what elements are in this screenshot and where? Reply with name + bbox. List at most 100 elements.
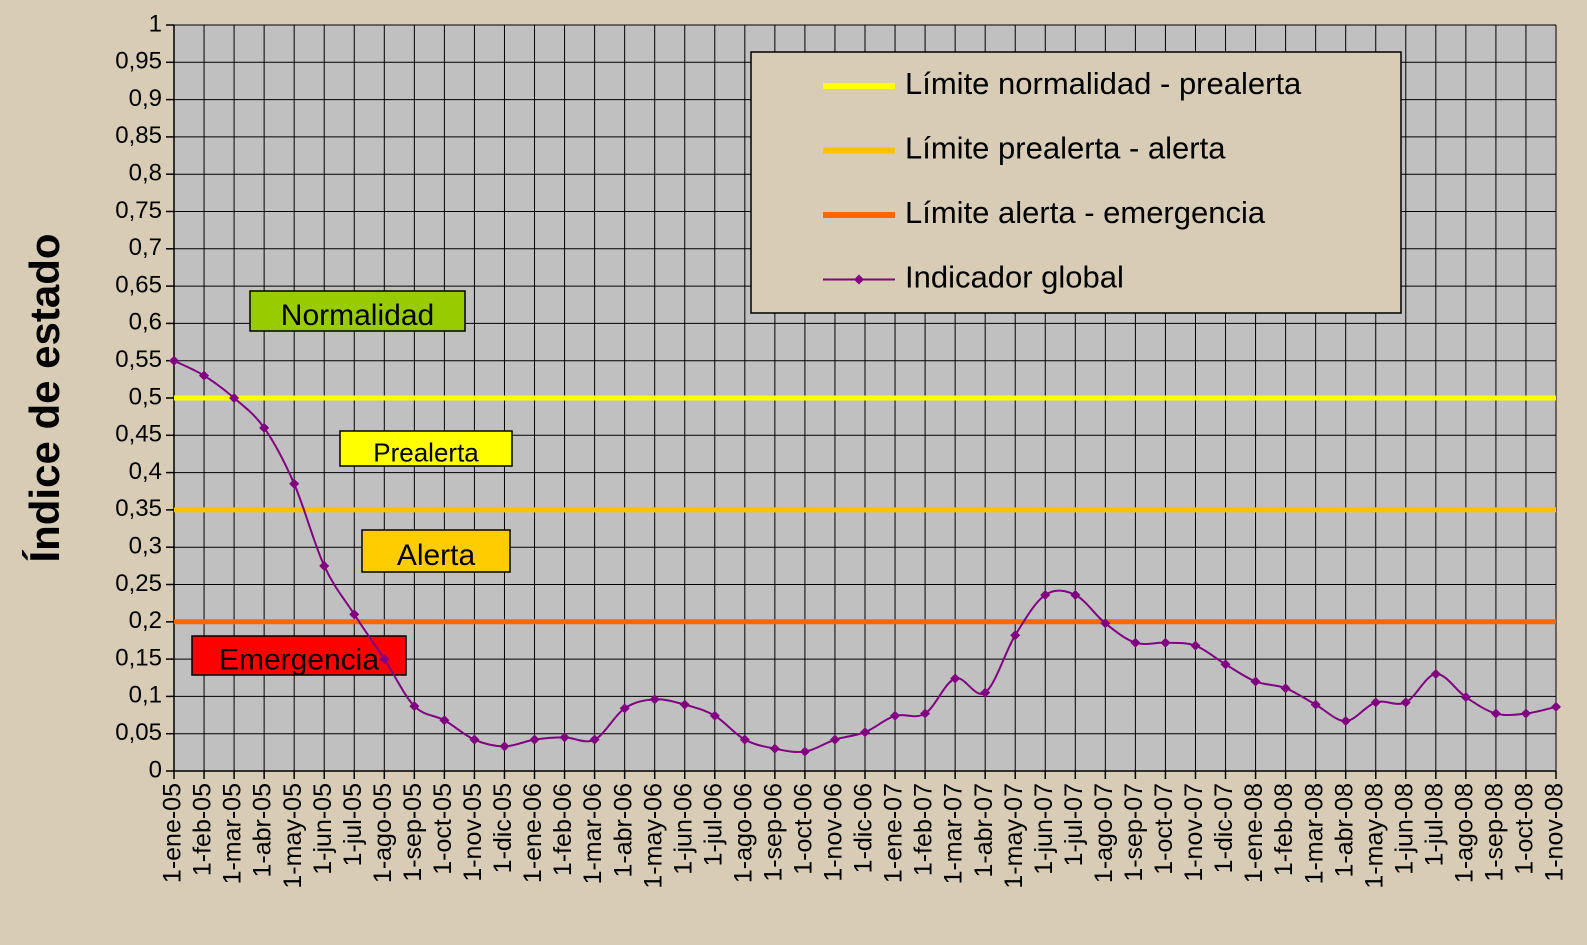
marker [1520,708,1531,719]
x-tick-label: 1-mar-06 [579,783,607,884]
marker [1310,699,1321,710]
marker [1370,697,1381,708]
zone-label: Emergencia [219,643,379,676]
x-tick-label: 1-feb-06 [549,783,577,876]
marker [169,355,179,366]
y-tick-label: 0,5 [129,383,162,410]
x-tick-label: 1-mar-05 [219,783,247,884]
marker [1130,637,1141,648]
marker [860,727,870,738]
y-tick-label: 0 [149,756,162,783]
marker [619,703,630,714]
zone-label: Normalidad [281,299,434,332]
x-tick-label: 1-jul-07 [1060,783,1088,866]
x-tick-label: 1-sep-08 [1481,783,1509,882]
x-tick-label: 1-jun-08 [1390,783,1418,875]
x-tick-label: 1-ago-06 [729,783,757,883]
legend-box [750,51,1402,314]
legend-marker [854,274,864,285]
marker [769,743,780,754]
x-tick-label: 1-feb-05 [189,783,217,876]
marker [1250,676,1261,687]
marker [1070,589,1081,600]
x-tick-label: 1-abr-06 [609,783,637,878]
x-tick-label: 1-feb-08 [1270,783,1298,876]
marker [1010,630,1021,641]
x-tick-label: 1-dic-05 [489,783,517,873]
marker [409,701,420,712]
marker [559,732,570,743]
x-tick-label: 1-may-06 [639,783,667,889]
y-tick-label: 0,3 [129,533,162,560]
legend-label: Límite prealerta - alerta [905,131,1226,166]
marker [679,699,690,710]
zone-label: Prealerta [373,437,479,467]
x-tick-label: 1-may-07 [1000,783,1028,889]
legend-label: Límite alerta - emergencia [905,195,1266,230]
y-tick-label: 0,55 [115,346,162,373]
legend-label: Indicador global [905,260,1124,295]
zone-box [191,635,407,676]
marker [529,734,540,745]
x-tick-label: 1-ago-05 [369,783,397,883]
x-tick-label: 1-abr-07 [970,783,998,878]
x-tick-label: 1-oct-05 [429,783,457,875]
x-tick-label: 1-ene-06 [519,783,547,883]
y-tick-label: 0,25 [115,570,162,597]
zone-box [249,290,466,332]
marker [1430,669,1441,680]
y-tick-label: 0,8 [129,160,162,187]
x-tick-label: 1-jul-08 [1420,783,1448,866]
y-tick-label: 0,4 [129,458,162,485]
x-tick-label: 1-oct-08 [1511,783,1539,875]
x-tick-label: 1-ene-05 [159,783,187,883]
y-tick-label: 0,45 [115,421,162,448]
marker [1490,708,1501,719]
marker [1160,637,1171,648]
legend-label: Límite normalidad - prealerta [905,66,1302,101]
y-tick-label: 0,95 [115,48,162,75]
x-tick-label: 1-ene-08 [1240,783,1268,883]
y-tick-label: 0,2 [129,607,162,634]
marker [499,741,510,752]
x-tick-label: 1-dic-07 [1210,783,1238,873]
marker [1340,716,1351,727]
x-tick-label: 1-dic-06 [850,783,878,873]
y-tick-label: 0,85 [115,122,162,149]
marker [1280,683,1291,694]
marker [1040,589,1051,600]
x-tick-label: 1-may-05 [279,783,307,889]
marker [259,422,270,433]
marker [920,708,931,719]
zone-box [339,430,513,467]
x-tick-label: 1-sep-07 [1120,783,1148,882]
x-tick-label: 1-may-08 [1360,783,1388,889]
x-tick-label: 1-ene-07 [880,783,908,883]
y-tick-label: 0,6 [129,309,162,336]
marker [229,393,240,403]
x-tick-label: 1-abr-08 [1330,783,1358,878]
x-tick-label: 1-mar-07 [940,783,968,884]
x-tick-label: 1-sep-05 [399,783,427,882]
x-tick-label: 1-jun-06 [669,783,697,875]
marker [469,734,480,745]
y-tick-label: 0,35 [115,495,162,522]
x-tick-label: 1-ago-07 [1090,783,1118,883]
marker [319,560,330,571]
y-tick-label: 0,75 [115,197,162,224]
marker [980,687,991,698]
marker [950,673,961,684]
marker [1400,697,1411,708]
zone-label: Alerta [397,539,476,572]
x-tick-label: 1-jul-05 [339,783,367,866]
y-tick-label: 0,9 [129,85,162,112]
marker [890,710,901,721]
y-tick-label: 0,05 [115,719,162,746]
marker [199,370,210,381]
marker [1190,640,1201,651]
marker [379,654,390,665]
y-tick-label: 0,1 [129,682,162,709]
x-tick-label: 1-nov-06 [820,783,848,882]
y-tick-label: 0,7 [129,234,162,261]
